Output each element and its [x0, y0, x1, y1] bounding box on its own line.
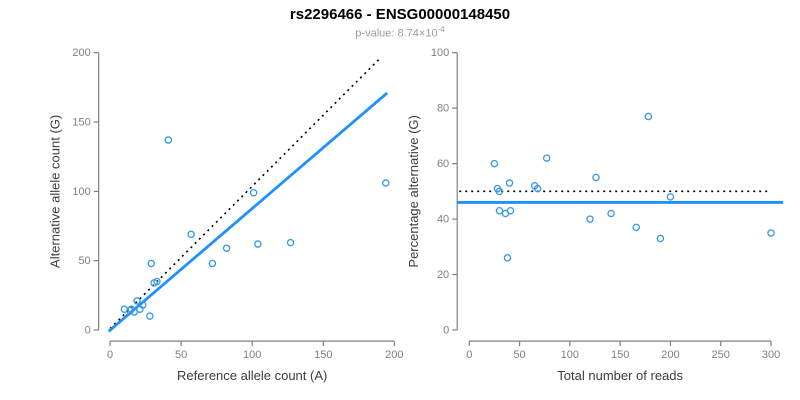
y-tick-label: 0	[85, 325, 91, 337]
x-axis-title: Reference allele count (A)	[177, 368, 327, 383]
data-point	[382, 179, 390, 187]
data-point	[506, 207, 515, 215]
x-tick-label: 150	[611, 349, 629, 361]
y-tick-label: 20	[437, 269, 449, 281]
data-point	[490, 159, 499, 168]
x-tick-label: 250	[712, 349, 730, 361]
data-point	[208, 259, 217, 268]
data-point	[666, 193, 675, 201]
data-point	[147, 259, 156, 268]
x-tick-label: 100	[561, 349, 579, 361]
y-axis-title: Alternative allele count (G)	[48, 115, 63, 268]
data-point	[656, 234, 665, 243]
data-point	[187, 230, 195, 239]
y-tick-label: 150	[72, 117, 90, 129]
data-point	[542, 154, 551, 162]
data-point	[495, 207, 504, 215]
x-tick-label: 0	[466, 349, 472, 361]
x-tick-label: 100	[243, 349, 261, 361]
y-tick-label: 60	[437, 158, 449, 170]
data-point	[153, 277, 161, 286]
y-axis-title: Percentage alternative (G)	[406, 115, 421, 267]
data-point	[505, 179, 514, 187]
y-tick-label: 50	[78, 255, 90, 267]
data-point	[503, 254, 512, 262]
y-tick-label: 80	[437, 103, 449, 115]
data-point	[139, 301, 147, 309]
x-tick-label: 300	[762, 349, 780, 361]
data-point	[222, 244, 231, 252]
x-tick-label: 200	[661, 349, 679, 361]
y-tick-label: 200	[72, 47, 90, 59]
data-point	[592, 173, 600, 182]
x-tick-label: 50	[513, 349, 525, 361]
data-point	[254, 240, 262, 248]
data-point	[495, 187, 504, 196]
identity-line	[109, 59, 380, 330]
data-point	[126, 306, 134, 315]
data-point	[146, 312, 154, 320]
x-tick-label: 0	[107, 349, 113, 361]
pvalue-exponent: -4	[437, 25, 445, 34]
x-tick-label: 150	[314, 349, 332, 361]
pvalue-text: p-value: 8.74×10	[355, 27, 438, 40]
data-point	[133, 297, 141, 305]
fit-line	[107, 91, 389, 333]
right-scatter-panel: 0 50 100 150 200 250 300 0 20 40 60 80 100 Total numb…	[406, 47, 784, 383]
data-point	[644, 112, 653, 121]
x-tick-label: 50	[175, 349, 187, 361]
x-tick-label: 200	[385, 349, 403, 361]
data-point	[607, 209, 615, 218]
y-tick-label: 100	[431, 47, 449, 59]
data-point	[586, 215, 594, 223]
data-point	[130, 308, 138, 316]
x-axis-title: Total number of reads	[557, 368, 683, 383]
figure-title: rs2296466 - ENSG00000148450	[289, 6, 511, 23]
data-point	[164, 136, 173, 144]
data-point	[286, 238, 295, 247]
data-point	[249, 188, 258, 197]
y-tick-label: 100	[72, 186, 90, 198]
data-point	[632, 223, 640, 232]
left-scatter-panel: 0 50 100 150 200 0 50 100 150 200 Reference allele…	[48, 47, 404, 383]
y-tick-label: 0	[443, 325, 449, 337]
y-tick-label: 40	[437, 214, 449, 226]
figure-subtitle: p-value: 8.74×10-4	[0, 25, 800, 40]
data-point	[533, 184, 542, 193]
data-point	[767, 229, 775, 237]
